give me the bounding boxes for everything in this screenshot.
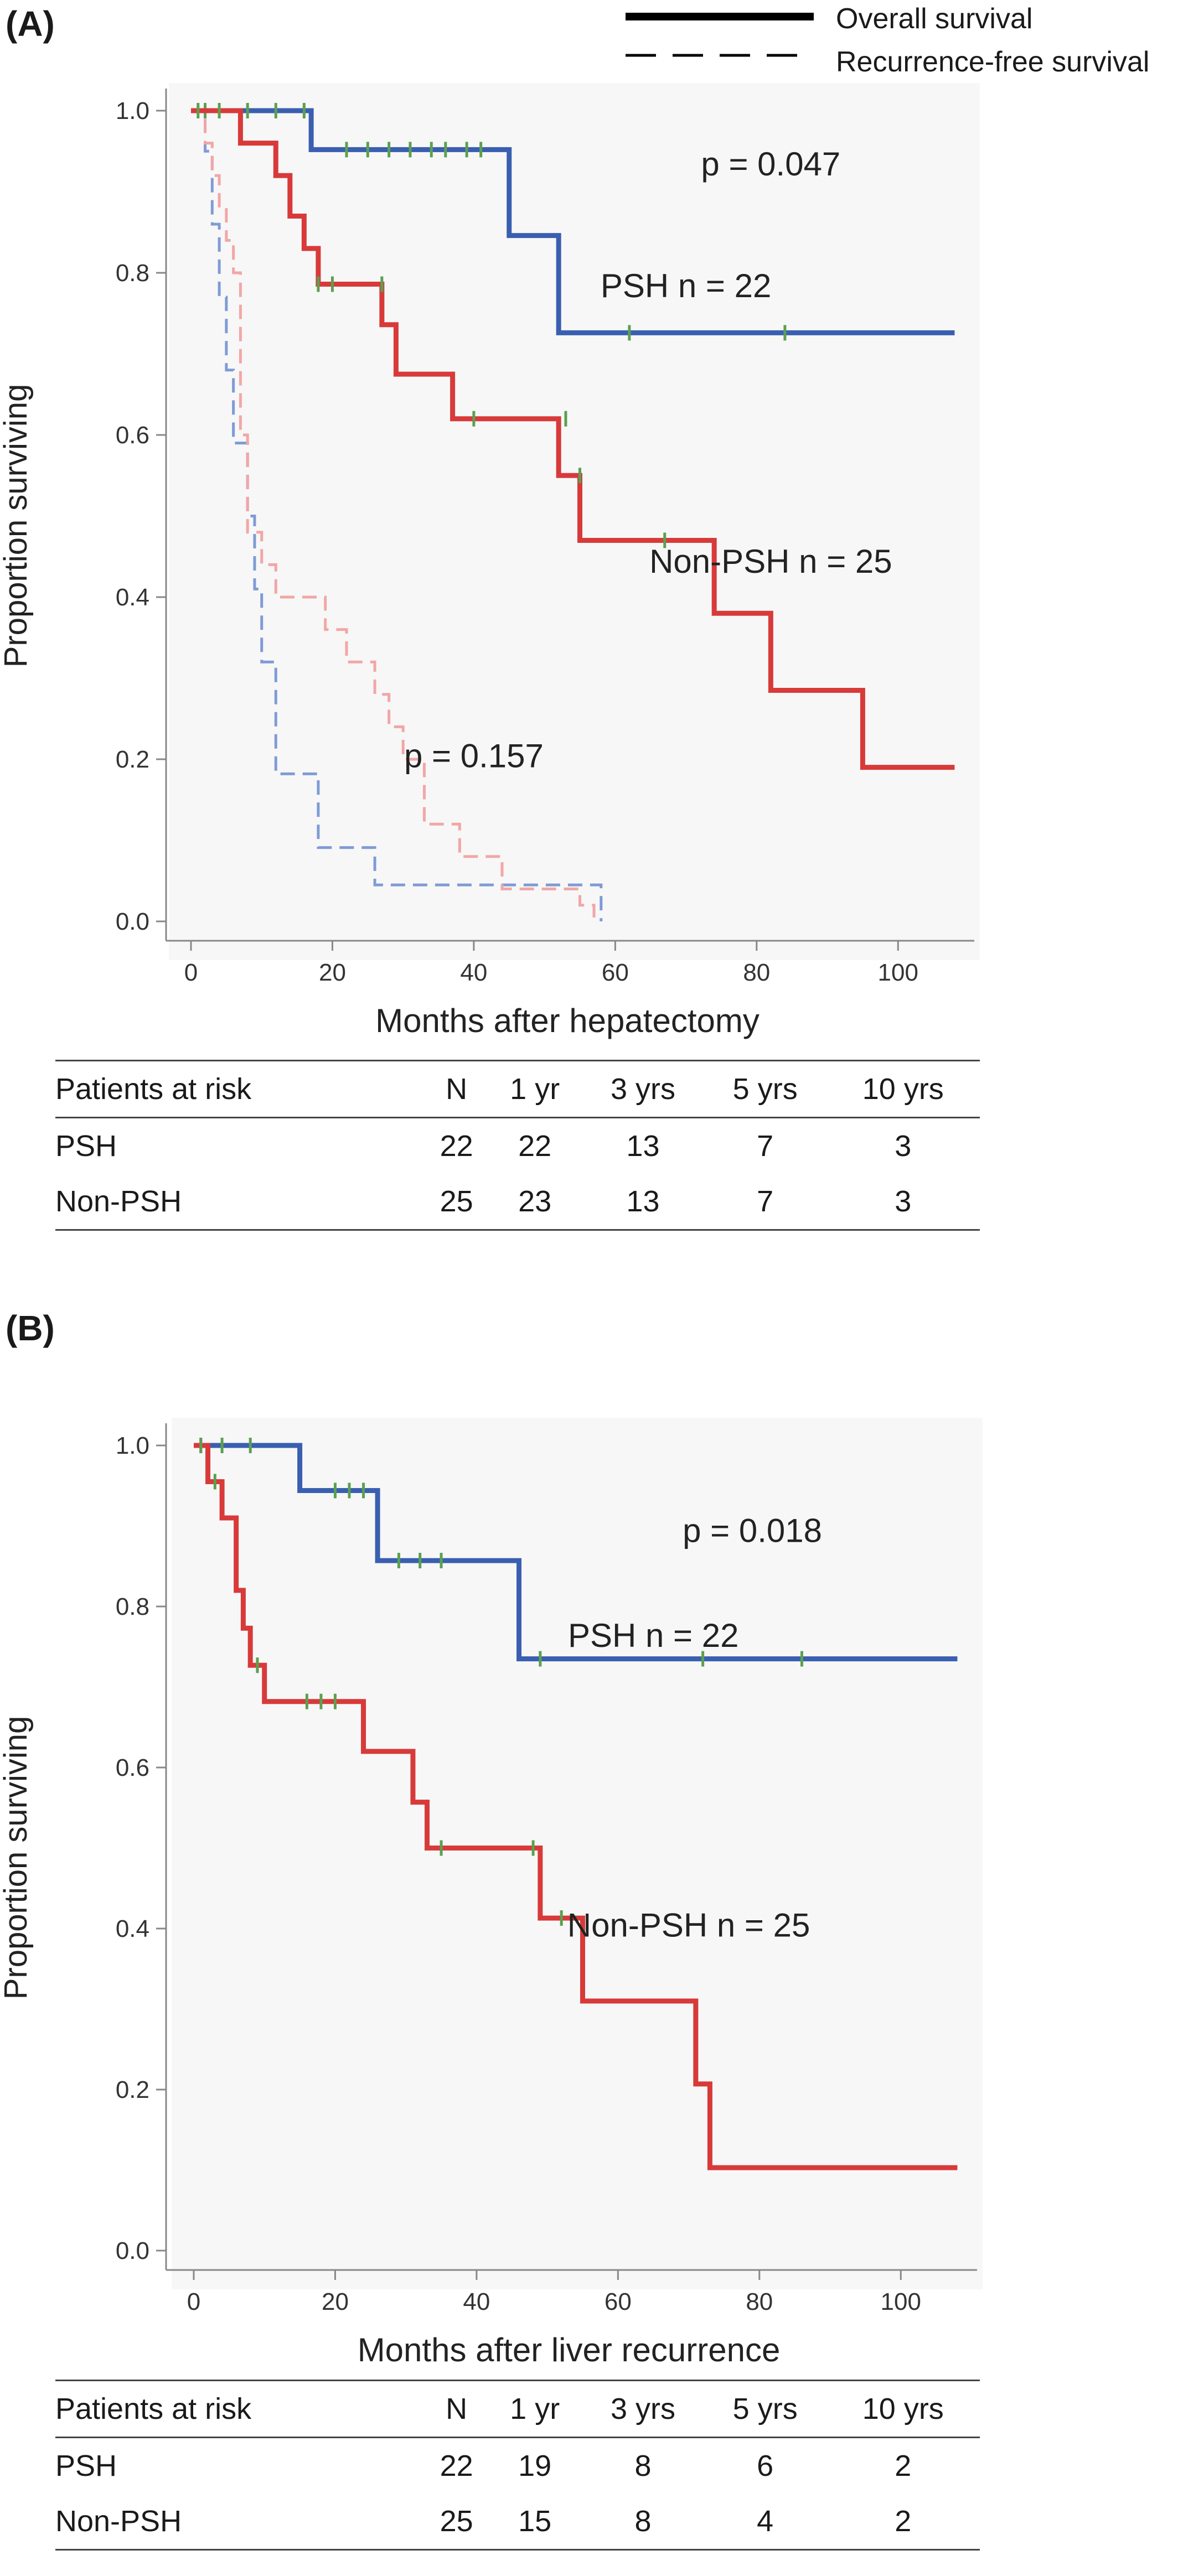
risk-cell: 15 (518, 2505, 552, 2538)
recurrence-free-psh-curve (191, 109, 603, 921)
y-tick-label: 0.6 (116, 1754, 149, 1781)
risk-header-1yr: 1 yr (510, 2392, 560, 2425)
risk-table-header-row: Patients at risk N 1 yr 3 yrs 5 yrs 10 y… (55, 1060, 980, 1118)
risk-row-group: Non-PSH (55, 2505, 182, 2538)
risk-cell: 7 (757, 1129, 774, 1163)
y-tick-label: 0.0 (116, 908, 149, 935)
risk-cell: 13 (626, 1129, 660, 1163)
risk-cell: 3 (895, 1185, 912, 1218)
x-tick-label: 80 (746, 2288, 773, 2315)
y-tick-label: 0.6 (116, 422, 149, 449)
chart-annotation: p = 0.157 (404, 738, 544, 775)
risk-cell: 19 (518, 2449, 552, 2482)
y-tick-label: 0.2 (116, 746, 149, 773)
x-tick-label: 100 (881, 2288, 921, 2315)
risk-header-10yrs: 10 yrs (862, 2392, 944, 2425)
risk-cell: 3 (895, 1129, 912, 1163)
risk-header-10yrs: 10 yrs (862, 1072, 944, 1106)
risk-cell: 6 (757, 2449, 774, 2482)
x-tick-label: 60 (602, 959, 629, 986)
recurrence-free-non-psh-curve (191, 109, 596, 921)
panel-b-label: (B) (6, 1308, 55, 1348)
x-tick-label: 0 (184, 959, 198, 986)
x-axis-label: Months after liver recurrence (358, 2331, 781, 2368)
overall-survival-non-psh-curve (191, 108, 955, 770)
risk-cell: 2 (895, 2449, 912, 2482)
risk-cell: 25 (440, 1185, 473, 1218)
x-tick-label: 60 (604, 2288, 632, 2315)
risk-cell: 8 (634, 2449, 652, 2482)
risk-header-1yr: 1 yr (510, 1072, 560, 1106)
risk-cell: 23 (518, 1185, 552, 1218)
risk-header-n: N (446, 1072, 468, 1106)
risk-header-3yrs: 3 yrs (610, 2392, 675, 2425)
risk-cell: 7 (757, 1185, 774, 1218)
chart-annotation: PSH n = 22 (601, 267, 772, 304)
risk-header-patients-at-risk: Patients at risk (55, 1072, 252, 1106)
plot-area-background (172, 1418, 983, 2289)
risk-table-a: Patients at risk N 1 yr 3 yrs 5 yrs 10 y… (55, 1060, 980, 1231)
table-row: PSH 22 22 13 7 3 (55, 1118, 980, 1174)
risk-row-group: Non-PSH (55, 1185, 182, 1218)
risk-cell: 22 (518, 1129, 552, 1163)
table-row: Non-PSH 25 23 13 7 3 (55, 1174, 980, 1230)
table-row: PSH 22 19 8 6 2 (55, 2438, 980, 2494)
y-tick-label: 0.4 (116, 1915, 149, 1942)
panel-a-label: (A) (6, 4, 55, 44)
risk-header-5yrs: 5 yrs (732, 2392, 798, 2425)
chart-annotation: p = 0.047 (701, 146, 840, 183)
y-tick-label: 0.4 (116, 584, 149, 611)
risk-cell: 22 (440, 2449, 473, 2482)
x-tick-label: 20 (322, 2288, 349, 2315)
risk-table-header-row: Patients at risk N 1 yr 3 yrs 5 yrs 10 y… (55, 2380, 980, 2438)
x-tick-label: 80 (743, 959, 770, 986)
chart-annotation: Non-PSH n = 25 (649, 543, 892, 580)
risk-header-5yrs: 5 yrs (732, 1072, 798, 1106)
risk-row-group: PSH (55, 1129, 117, 1163)
survival-chart-a: 0.0 0.2 0.4 0.6 0.8 1.0 0 20 40 60 80 100 Months aft… (0, 83, 980, 1039)
risk-table-b: Patients at risk N 1 yr 3 yrs 5 yrs 10 y… (55, 2380, 980, 2551)
x-tick-label: 20 (319, 959, 346, 986)
legend-recurrence-free-label: Recurrence-free survival (836, 46, 1150, 78)
y-tick-label: 1.0 (116, 1432, 149, 1459)
overall-survival-psh-curve (191, 108, 955, 335)
chart-annotation: Non-PSH n = 25 (567, 1907, 810, 1944)
y-axis-label: Proportion surviving (0, 1716, 34, 2000)
y-tick-label: 0.8 (116, 260, 149, 287)
legend-solid-line-swatch (626, 13, 814, 20)
legend-overall-survival-label: Overall survival (836, 3, 1033, 35)
risk-cell: 25 (440, 2505, 473, 2538)
y-tick-label: 0.8 (116, 1593, 149, 1620)
overall-survival-psh-curve (194, 1443, 958, 1662)
x-tick-label: 100 (878, 959, 918, 986)
survival-chart-b: 0.0 0.2 0.4 0.6 0.8 1.0 0 20 40 60 80 100 Months aft… (0, 1418, 983, 2368)
legend-dashed-line-swatch (626, 54, 814, 57)
chart-annotation: PSH n = 22 (568, 1617, 739, 1654)
x-tick-label: 0 (187, 2288, 200, 2315)
x-tick-label: 40 (460, 959, 487, 986)
x-axis-label: Months after hepatectomy (375, 1002, 760, 1039)
risk-row-group: PSH (55, 2449, 117, 2482)
risk-header-n: N (446, 2392, 468, 2425)
x-tick-label: 40 (463, 2288, 490, 2315)
risk-cell: 2 (895, 2505, 912, 2538)
overall-survival-non-psh-curve (194, 1443, 958, 2170)
y-tick-label: 1.0 (116, 97, 149, 125)
risk-cell: 8 (634, 2505, 652, 2538)
table-row: Non-PSH 25 15 8 4 2 (55, 2494, 980, 2550)
y-tick-label: 0.0 (116, 2237, 149, 2264)
y-tick-label: 0.2 (116, 2076, 149, 2103)
chart-annotation: p = 0.018 (683, 1512, 822, 1549)
risk-header-patients-at-risk: Patients at risk (55, 2392, 252, 2425)
y-axis-label: Proportion surviving (0, 384, 34, 668)
risk-cell: 22 (440, 1129, 473, 1163)
risk-cell: 13 (626, 1185, 660, 1218)
risk-cell: 4 (757, 2505, 774, 2538)
risk-header-3yrs: 3 yrs (610, 1072, 675, 1106)
